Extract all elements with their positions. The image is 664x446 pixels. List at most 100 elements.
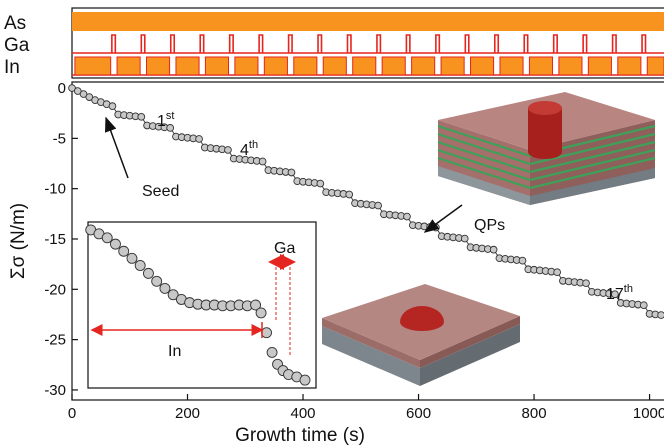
stress-point	[346, 191, 353, 198]
x-tick-label: 1000	[633, 405, 664, 422]
shutter-open	[471, 57, 494, 75]
shutter-pulse	[642, 35, 645, 53]
shutter-open	[647, 57, 664, 75]
shutter-pulse	[289, 35, 292, 53]
inset-point	[143, 268, 153, 278]
stress-point	[583, 280, 590, 287]
annotation-sup: th	[249, 139, 258, 151]
stress-point	[196, 136, 203, 143]
shutter-open	[117, 57, 140, 75]
stress-point	[225, 147, 232, 154]
inset-annotation: In	[168, 343, 181, 360]
annotation-sup: th	[624, 283, 633, 295]
figure: Growth time (s) Σσ (N/m) AsGaIn020040060…	[0, 0, 664, 446]
channel-label: Ga	[4, 35, 30, 56]
shutter-pulse	[465, 35, 468, 53]
stress-point	[375, 202, 382, 209]
shutter-pulse	[613, 35, 616, 53]
annotation: Seed	[142, 183, 179, 200]
x-tick-label: 200	[175, 405, 200, 422]
shutter-open	[176, 57, 199, 75]
y-tick-label: -10	[44, 181, 66, 198]
qp-arrow	[425, 205, 462, 232]
inset-annotation: Ga	[274, 240, 295, 257]
stress-point	[519, 257, 526, 264]
stress-point	[317, 180, 324, 187]
shutter-pulse	[259, 35, 262, 53]
annotation: 17th	[606, 283, 633, 303]
shutter-open	[323, 57, 346, 75]
shutter-pulse	[406, 35, 409, 53]
annotation-text: 1	[157, 113, 166, 130]
x-tick-label: 600	[406, 405, 431, 422]
stress-point	[554, 269, 561, 276]
y-tick-label: -15	[44, 231, 66, 248]
x-tick-label: 800	[522, 405, 547, 422]
shutter-open	[264, 57, 287, 75]
inset-point	[110, 239, 120, 249]
inset-point	[267, 347, 277, 357]
qp-post-top	[528, 101, 562, 115]
inset-point	[127, 253, 137, 263]
x-tick-label: 0	[68, 405, 76, 422]
inset-point	[119, 246, 129, 256]
shutter-pulse	[524, 35, 527, 53]
shutter-pulse	[200, 35, 203, 53]
annotation-text: Seed	[142, 183, 179, 200]
y-tick-label: -30	[44, 382, 66, 399]
annotation: 4th	[240, 139, 258, 159]
shutter-open	[75, 57, 111, 75]
shutter-pulse	[436, 35, 439, 53]
shutter-open	[147, 57, 170, 75]
annotation: QPs	[474, 217, 505, 234]
shutter-pulse	[377, 35, 380, 53]
shutter-pulse	[495, 35, 498, 53]
shutter-pulse	[583, 35, 586, 53]
x-axis-label: Growth time (s)	[235, 425, 365, 446]
channel-label: In	[4, 57, 20, 78]
channel-label: As	[4, 13, 26, 34]
y-tick-label: -20	[44, 281, 66, 298]
stress-point	[109, 103, 116, 110]
stress-point	[138, 113, 145, 120]
inset-point	[262, 328, 272, 338]
shutter-open	[559, 57, 582, 75]
y-tick-label: 0	[58, 80, 66, 97]
shutter-pulse	[318, 35, 321, 53]
qp-post	[528, 108, 562, 159]
shutter-open	[412, 57, 435, 75]
stress-point	[259, 158, 266, 165]
annotation-text: QPs	[474, 217, 505, 234]
y-tick-label: -5	[53, 130, 66, 147]
annotation-text: 4	[240, 142, 249, 159]
shutter-pulse	[171, 35, 174, 53]
inset-point	[256, 308, 266, 318]
stress-point	[288, 169, 295, 176]
shutter-pulse	[141, 35, 144, 53]
stress-point	[461, 235, 468, 242]
shutter-open	[529, 57, 552, 75]
shutter-open	[353, 57, 376, 75]
annotation-sup: st	[166, 110, 175, 122]
seed-arrow	[106, 118, 128, 178]
shutter-pulse	[112, 35, 115, 53]
inset-point	[102, 233, 112, 243]
shutter-pulse	[554, 35, 557, 53]
inset-point	[135, 260, 145, 270]
inset-point	[152, 276, 162, 286]
stress-point	[490, 246, 497, 253]
shutter-open	[618, 57, 641, 75]
shutter-open	[382, 57, 405, 75]
shutter-open	[441, 57, 464, 75]
stress-point	[404, 213, 411, 220]
shutter-open	[72, 12, 664, 31]
y-axis-label: Σσ (N/m)	[8, 203, 29, 279]
shutter-open	[294, 57, 317, 75]
stress-point	[658, 312, 664, 319]
qp-illustration	[438, 92, 655, 205]
x-tick-label: 400	[291, 405, 316, 422]
inset-point	[160, 283, 170, 293]
stress-point	[167, 124, 174, 131]
seed-illustration	[322, 284, 520, 386]
stress-point	[640, 302, 647, 309]
